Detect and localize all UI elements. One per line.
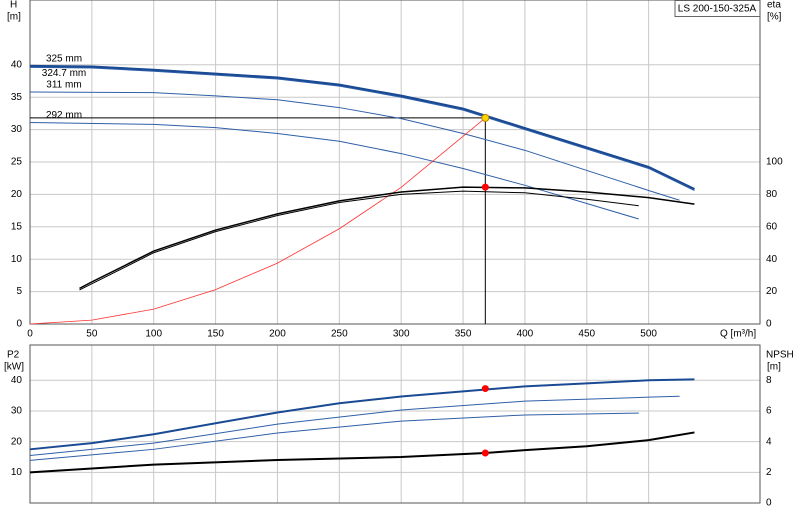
- y2-tick-label: 20: [766, 286, 778, 297]
- operating-point: [481, 113, 490, 122]
- y-tick-label: 35: [11, 92, 23, 103]
- curve-label: 311 mm: [46, 80, 81, 91]
- curve: [79, 186, 695, 290]
- y2-tick-label: 100: [766, 157, 783, 168]
- y-tick-label: 20: [11, 189, 23, 200]
- y-axis-title: H: [10, 0, 17, 11]
- y-axis-unit: [kW]: [4, 362, 24, 373]
- y-tick-label: 40: [11, 375, 23, 386]
- x-axis-title: Q [m³/h]: [720, 329, 756, 340]
- y2-axis-title: eta: [767, 0, 781, 11]
- y-axis-title: P2: [7, 350, 20, 361]
- curve: [29, 91, 680, 201]
- plot-frame: [29, 0, 761, 325]
- plot-frame: [29, 344, 761, 504]
- y2-axis-title: NPSH: [766, 350, 794, 361]
- x-tick-label: 450: [578, 329, 595, 340]
- operating-point: [481, 385, 489, 393]
- y-axis-unit: [m]: [7, 12, 21, 23]
- y-tick-label: 20: [11, 436, 23, 447]
- y-tick-label: 10: [11, 254, 23, 265]
- x-tick-label: 50: [86, 329, 98, 340]
- operating-point: [481, 183, 489, 191]
- y-tick-label: 40: [11, 59, 23, 70]
- y2-tick-label: 0: [766, 319, 772, 330]
- curve: [29, 121, 639, 220]
- x-tick-label: 100: [145, 329, 162, 340]
- x-tick-label: 200: [269, 329, 286, 340]
- y2-tick-label: 6: [766, 406, 772, 417]
- y2-tick-label: 60: [766, 221, 778, 232]
- x-tick-label: 500: [640, 329, 657, 340]
- curve-label: 324.7 mm: [42, 68, 86, 79]
- curve: [29, 64, 695, 191]
- curve: [29, 378, 695, 451]
- y2-axis-unit: [m]: [767, 362, 781, 373]
- y-tick-label: 30: [11, 406, 23, 417]
- y2-tick-label: 8: [766, 375, 772, 386]
- curve: [29, 66, 695, 191]
- y2-tick-label: 0: [766, 498, 772, 509]
- x-tick-label: 150: [207, 329, 224, 340]
- curve-label: 292 mm: [46, 110, 82, 121]
- curve: [29, 412, 639, 461]
- y-tick-label: 5: [16, 286, 22, 297]
- y-tick-label: 25: [11, 157, 23, 168]
- operating-point: [481, 449, 489, 457]
- y2-axis-unit: [%]: [767, 12, 782, 23]
- chart-title: LS 200-150-325A: [678, 4, 757, 15]
- y-tick-label: 30: [11, 124, 23, 135]
- curve: [29, 395, 680, 456]
- y-tick-label: 10: [11, 467, 23, 478]
- y2-tick-label: 4: [766, 436, 772, 447]
- curve-label: 325 mm: [46, 54, 82, 65]
- x-tick-label: 350: [455, 329, 472, 340]
- y2-tick-label: 40: [766, 254, 778, 265]
- x-tick-label: 250: [331, 329, 348, 340]
- x-tick-label: 300: [393, 329, 410, 340]
- x-tick-label: 400: [517, 329, 534, 340]
- y2-tick-label: 80: [766, 189, 778, 200]
- y-tick-label: 0: [16, 319, 22, 330]
- curve: [79, 190, 639, 291]
- x-tick-label: 0: [27, 329, 33, 340]
- y2-tick-label: 2: [766, 467, 772, 478]
- y-tick-label: 15: [11, 221, 23, 232]
